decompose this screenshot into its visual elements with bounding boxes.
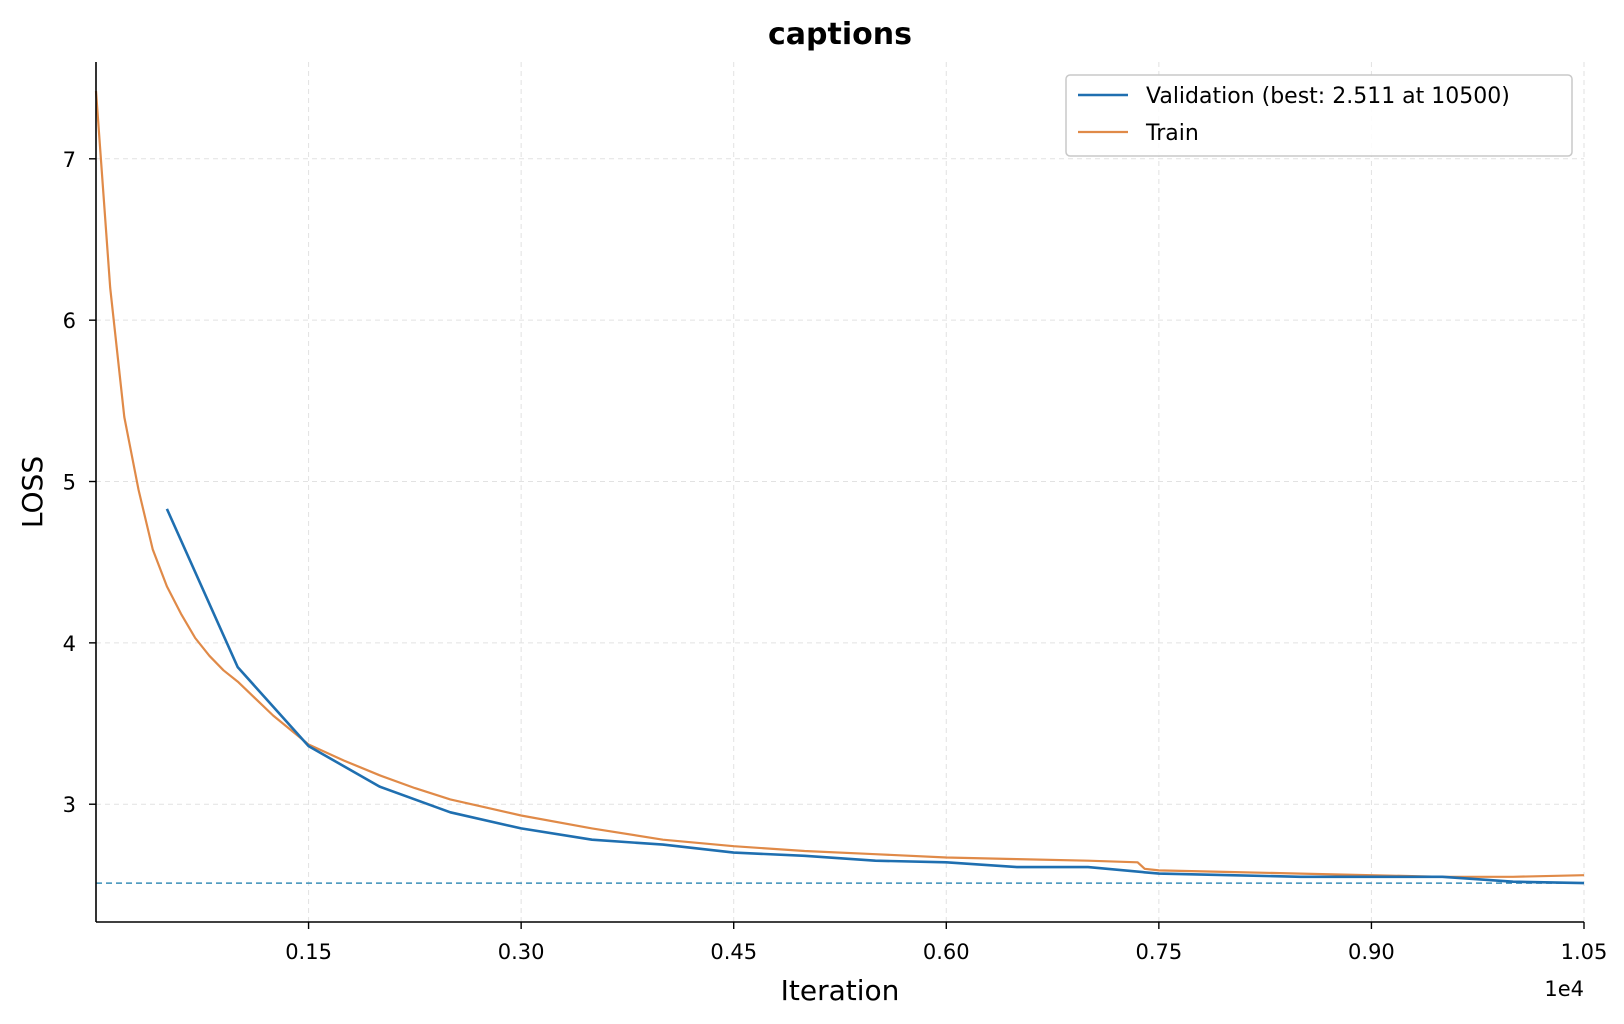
validation-series-line (165, 508, 1585, 885)
axes (95, 62, 1584, 923)
y-tick-label: 7 (63, 148, 76, 172)
ticks: 0.15 0.30 0.45 0.60 0.75 0.90 1.05 3 4 5 6 7 (63, 148, 1608, 964)
legend-label-train: Train (1145, 121, 1199, 146)
y-tick-label: 6 (63, 309, 76, 333)
x-tick-label: 0.30 (498, 940, 545, 964)
x-tick-label: 0.90 (1348, 940, 1395, 964)
y-tick-label: 5 (63, 471, 76, 495)
legend-label-validation: Validation (best: 2.511 at 10500) (1146, 84, 1510, 109)
x-axis-label: Iteration (781, 974, 900, 1007)
train-series-line (94, 90, 1585, 878)
legend-box (1065, 74, 1573, 157)
x-axis-offset-label: 1e4 (1544, 977, 1584, 1001)
y-tick-label: 3 (63, 793, 76, 817)
y-tick-label: 4 (63, 632, 76, 656)
series-layer (94, 90, 1585, 885)
grid (96, 62, 1585, 922)
x-tick-label: 0.60 (923, 940, 970, 964)
x-tick-label: 0.15 (285, 940, 332, 964)
x-tick-label: 0.45 (710, 940, 757, 964)
x-tick-label: 0.75 (1135, 940, 1182, 964)
x-tick-label: 1.05 (1561, 940, 1608, 964)
y-axis-label: LOSS (16, 456, 49, 528)
chart-title: captions (768, 17, 912, 52)
legend: Validation (best: 2.511 at 10500) Train (1065, 74, 1573, 157)
